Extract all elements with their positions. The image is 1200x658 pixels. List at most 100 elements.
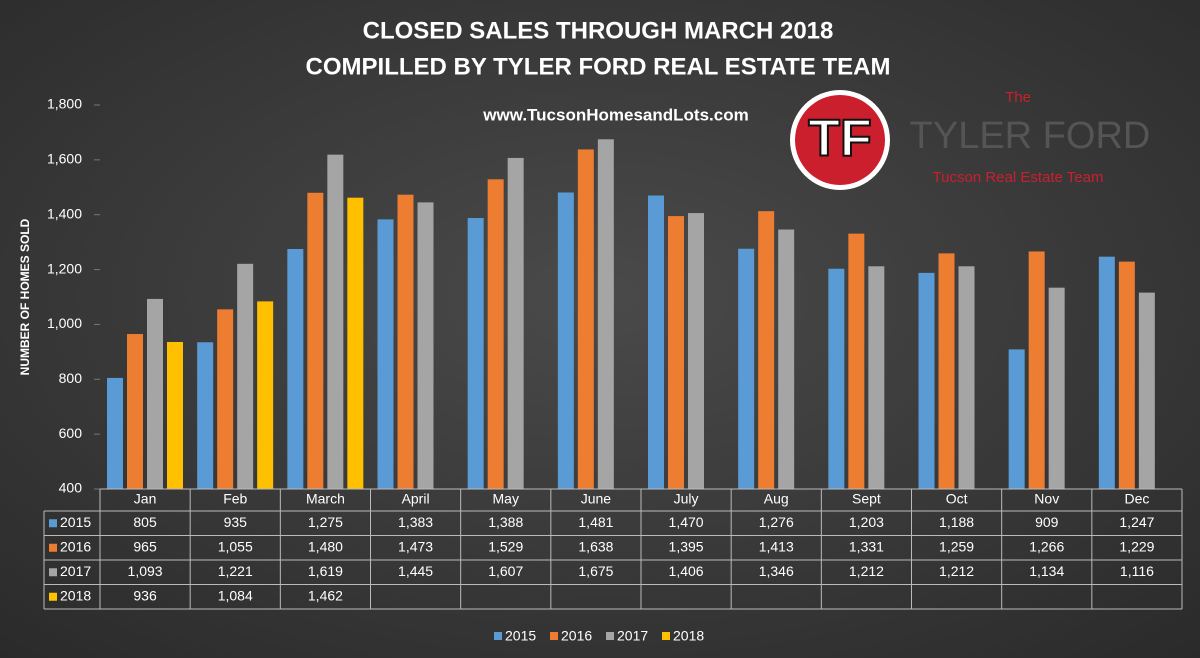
y-tick-label: 1,800 (47, 96, 82, 112)
legend-key (494, 632, 502, 640)
table-value: 1,607 (488, 563, 523, 579)
bar (688, 213, 704, 489)
table-value: 1,470 (669, 514, 704, 530)
table-value: 1,331 (849, 538, 884, 554)
x-tick-label: June (581, 491, 612, 507)
table-value: 1,638 (578, 538, 613, 554)
bar (1138, 292, 1155, 489)
bar (1098, 256, 1115, 489)
legend-label: 2015 (505, 628, 536, 644)
y-tick-label: 1,000 (47, 315, 82, 331)
table-value: 1,203 (849, 514, 884, 530)
bar (467, 218, 484, 489)
bar (1028, 251, 1045, 489)
table-row-label: 2016 (60, 538, 91, 554)
bar (648, 195, 664, 489)
table-value: 805 (133, 514, 157, 530)
table-value: 1,259 (939, 538, 974, 554)
table-value: 1,481 (578, 514, 613, 530)
bar (778, 229, 795, 490)
x-tick-label: Jan (134, 491, 157, 507)
bar (287, 249, 304, 489)
table-value: 935 (224, 514, 248, 530)
table-value: 1,229 (1119, 538, 1154, 554)
table-value: 1,383 (398, 514, 433, 530)
chart-title: CLOSED SALES THROUGH MARCH 2018 (363, 17, 834, 44)
bar (217, 309, 234, 489)
table-value: 1,093 (128, 563, 163, 579)
table-row-label: 2017 (60, 563, 91, 579)
table-row-label: 2015 (60, 514, 91, 530)
table-value: 1,221 (218, 563, 253, 579)
bar (237, 263, 254, 489)
table-value: 1,675 (578, 563, 613, 579)
table-value: 936 (133, 587, 157, 603)
legend-label: 2016 (561, 628, 592, 644)
bar (597, 139, 614, 490)
table-value: 1,388 (488, 514, 523, 530)
table-value: 909 (1035, 514, 1059, 530)
bar (197, 342, 214, 489)
logo-line2: TYLER FORD (910, 115, 1151, 157)
x-tick-label: April (402, 491, 430, 507)
x-tick-label: July (674, 491, 699, 507)
bar (167, 341, 183, 489)
bar (828, 268, 845, 489)
bar (107, 377, 123, 489)
table-value: 1,413 (759, 538, 794, 554)
table-value: 965 (133, 538, 157, 554)
bar (668, 216, 684, 490)
table-value: 1,055 (218, 538, 253, 554)
chart-subtitle: COMPILLED BY TYLER FORD REAL ESTATE TEAM (306, 53, 891, 80)
y-axis-label: NUMBER OF HOMES SOLD (18, 218, 32, 375)
bar (758, 211, 775, 490)
bar (1008, 349, 1025, 489)
table-value: 1,212 (849, 563, 884, 579)
bar (257, 301, 274, 489)
y-tick-label: 400 (59, 480, 83, 496)
y-tick-label: 1,200 (47, 260, 82, 276)
logo-initials: TF (808, 110, 872, 168)
logo-line3: Tucson Real Estate Team (933, 169, 1104, 186)
table-value: 1,445 (398, 563, 433, 579)
y-tick-label: 1,600 (47, 151, 82, 167)
y-tick-label: 600 (59, 425, 83, 441)
table-value: 1,275 (308, 514, 343, 530)
bar (958, 266, 975, 489)
bar (487, 179, 504, 489)
table-value: 1,462 (308, 587, 343, 603)
legend-label: 2017 (617, 628, 648, 644)
legend-key (662, 632, 670, 640)
bar (327, 154, 344, 489)
table-value: 1,134 (1029, 563, 1064, 579)
x-tick-label: Nov (1034, 491, 1059, 507)
logo: TF The TYLER FORD Tucson Real Estate Tea… (790, 89, 1150, 190)
table-key (49, 568, 57, 577)
logo-line1: The (1005, 89, 1031, 106)
logo-circle (795, 95, 885, 185)
table-value: 1,480 (308, 538, 343, 554)
bar (738, 248, 755, 489)
x-tick-label: May (493, 491, 519, 507)
table-value: 1,116 (1120, 563, 1154, 579)
bar (938, 253, 955, 489)
table-value: 1,395 (669, 538, 704, 554)
bar (147, 298, 163, 489)
bar (868, 266, 885, 489)
bar (557, 192, 574, 490)
table-value: 1,276 (759, 514, 794, 530)
bar (127, 334, 143, 489)
table-value: 1,346 (759, 563, 794, 579)
bar (307, 192, 324, 489)
bar (507, 157, 524, 490)
bar (918, 272, 935, 489)
legend-key (606, 632, 614, 640)
x-tick-label: Dec (1124, 491, 1149, 507)
legend-key (550, 632, 558, 640)
bar (577, 149, 594, 490)
table-value: 1,529 (488, 538, 523, 554)
website: www.TucsonHomesandLots.com (482, 105, 748, 124)
table-value: 1,247 (1119, 514, 1154, 530)
table-value: 1,266 (1029, 538, 1064, 554)
